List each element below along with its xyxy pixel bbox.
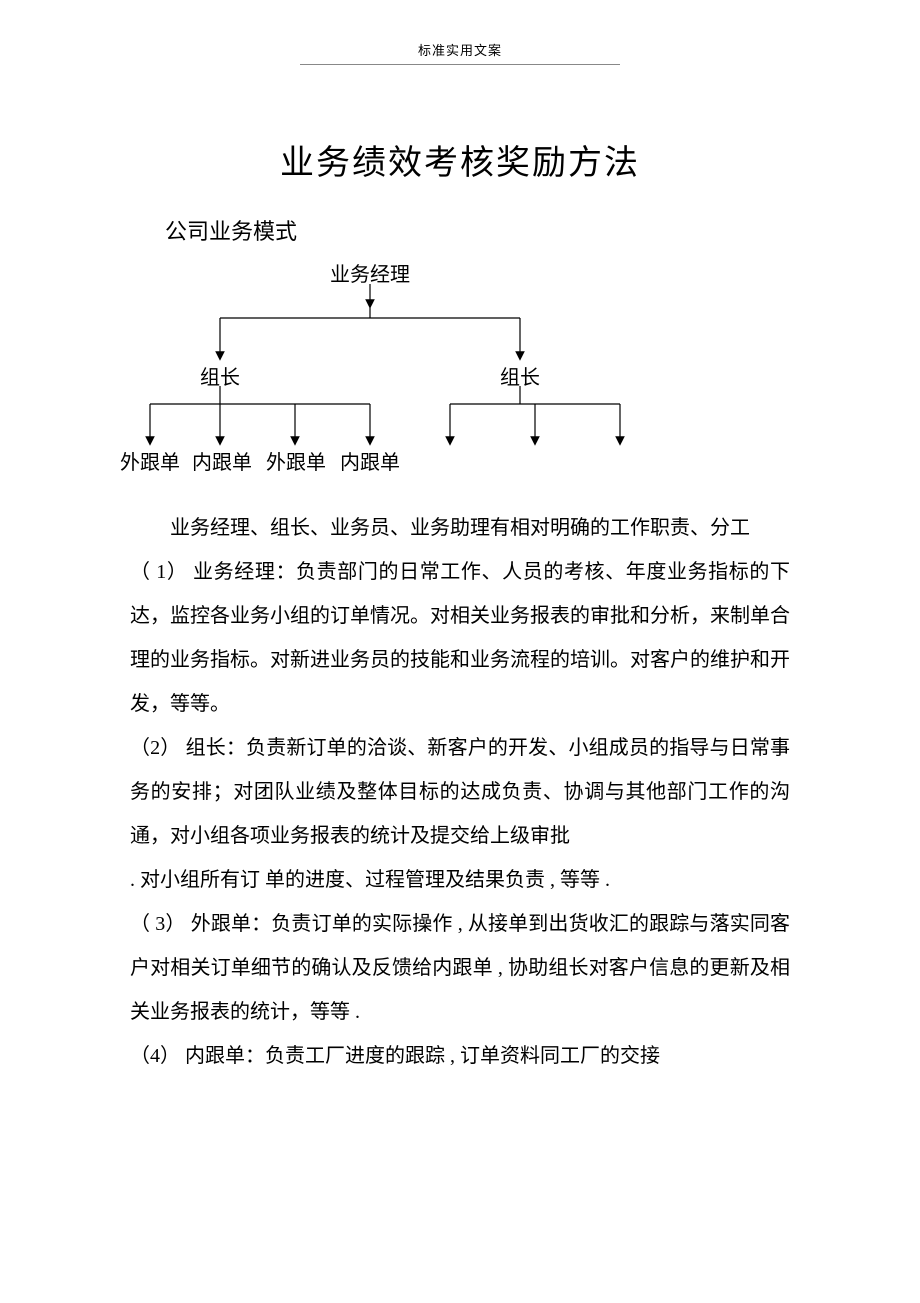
org-node-leaf-4: 内跟单: [340, 446, 400, 475]
section-subtitle: 公司业务模式: [165, 214, 920, 246]
paragraph-role-4: （4） 内跟单：负责工厂进度的跟踪 , 订单资料同工厂的交接: [130, 1034, 790, 1078]
paragraph-role-2b: . 对小组所有订 单的进度、过程管理及结果负责 , 等等 .: [130, 858, 790, 902]
org-node-leaf-3: 外跟单: [266, 446, 326, 475]
org-node-leader-right: 组长: [500, 361, 540, 390]
header-text: 标准实用文案: [418, 43, 502, 58]
paragraph-role-2: （2） 组长：负责新订单的洽谈、新客户的开发、小组成员的指导与日常事务的安排；对…: [130, 726, 790, 858]
org-node-manager: 业务经理: [330, 258, 410, 287]
body-text: 业务经理、组长、业务员、业务助理有相对明确的工作职责、分工 （ 1） 业务经理：…: [130, 506, 790, 1078]
paragraph-intro: 业务经理、组长、业务员、业务助理有相对明确的工作职责、分工: [130, 506, 790, 550]
paragraph-role-1: （ 1） 业务经理：负责部门的日常工作、人员的考核、年度业务指标的下达，监控各业…: [130, 550, 790, 726]
paragraph-role-3: （ 3） 外跟单：负责订单的实际操作 , 从接单到出货收汇的跟踪与落实同客户对相…: [130, 902, 790, 1034]
org-node-leaf-2: 内跟单: [192, 446, 252, 475]
org-node-leader-left: 组长: [200, 361, 240, 390]
org-chart: 业务经理 组长 组长 外跟单 内跟单 外跟单 内跟单: [130, 256, 770, 476]
page: 标准实用文案 业务绩效考核奖励方法 公司业务模式: [0, 0, 920, 1303]
org-node-leaf-1: 外跟单: [120, 446, 180, 475]
document-title: 业务绩效考核奖励方法: [0, 135, 920, 184]
page-header: 标准实用文案: [300, 40, 620, 65]
